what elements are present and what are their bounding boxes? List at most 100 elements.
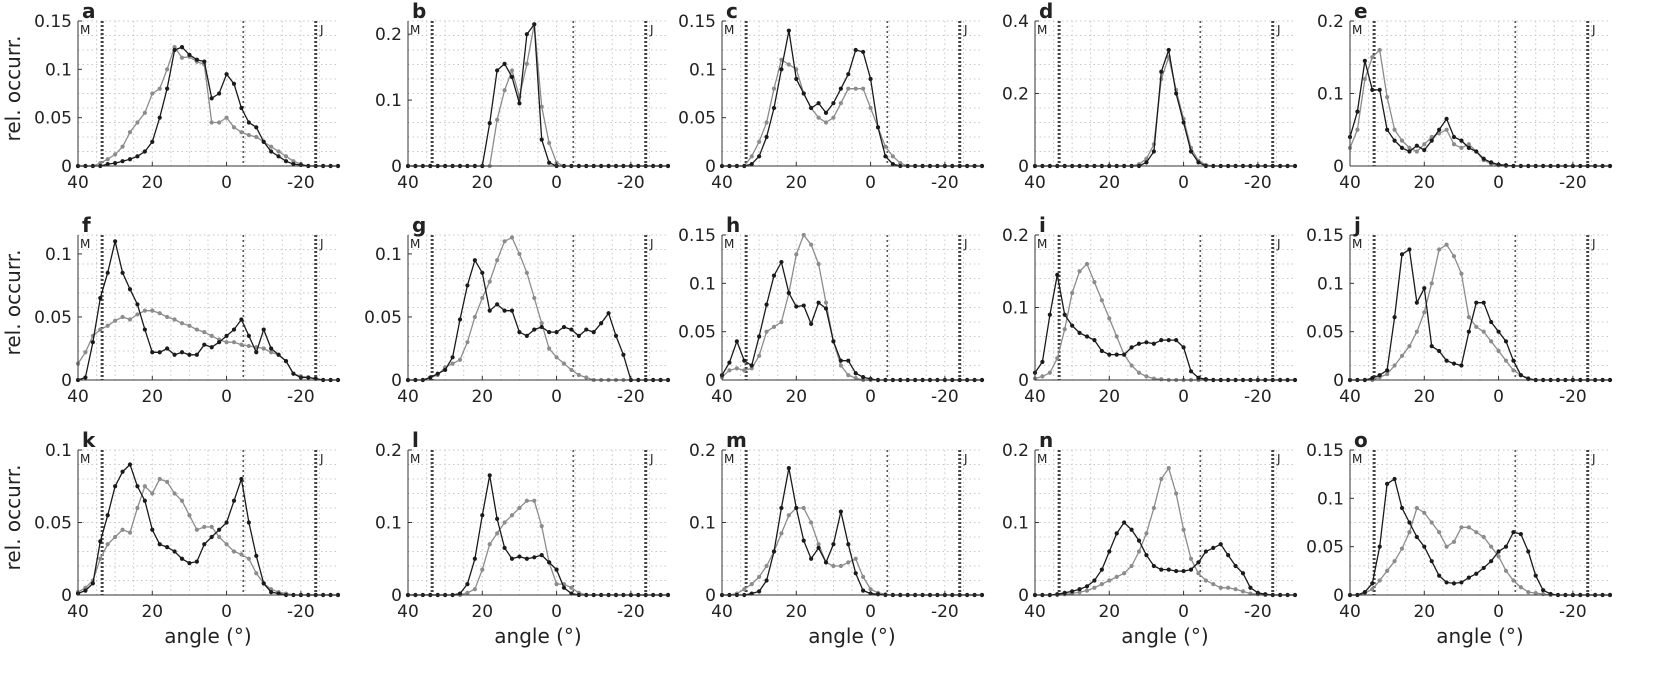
series-dark-point	[98, 539, 103, 544]
y-tick-label: 0.1	[45, 60, 72, 80]
series-gray-point	[83, 350, 88, 355]
series-dark-point	[120, 270, 125, 275]
series-dark-point	[179, 556, 185, 561]
series-dark-point	[1429, 344, 1434, 349]
series-dark-point	[749, 161, 754, 167]
series-dark-point	[591, 329, 596, 335]
x-tick-label: 0	[551, 173, 562, 193]
series-gray-point	[890, 154, 895, 159]
x-tick-label: 20	[785, 602, 807, 622]
series-dark-point	[1399, 505, 1405, 511]
series-dark-point	[1503, 163, 1509, 168]
series-gray-point	[509, 68, 515, 73]
series-dark-point	[1422, 147, 1427, 153]
series-dark-point	[150, 139, 155, 144]
series-dark-point	[853, 571, 858, 576]
series-dark-point	[194, 352, 199, 357]
series-gray-point	[868, 587, 873, 592]
series-dark-point	[1240, 571, 1246, 576]
series-dark-point	[524, 32, 529, 37]
series-dark-point	[749, 363, 754, 368]
series-gray-point	[98, 161, 103, 166]
series-dark-point	[861, 588, 866, 593]
series-dark-point	[853, 371, 858, 376]
series-gray-point	[172, 317, 177, 322]
series-dark-point	[105, 270, 110, 275]
series-gray-point	[749, 154, 754, 159]
series-dark-point	[1055, 592, 1060, 597]
series-dark-point	[786, 466, 791, 471]
series-dark-point	[1511, 358, 1516, 363]
series-gray-point	[809, 520, 814, 525]
series-dark-point	[794, 304, 799, 309]
series-gray-point	[794, 252, 799, 257]
series-dark-point	[524, 333, 529, 338]
series-dark-point	[1481, 156, 1486, 161]
x-tick-label: 20	[471, 387, 493, 407]
series-gray-point	[838, 563, 843, 569]
series-dark-point	[1407, 149, 1412, 154]
series-dark-point	[239, 476, 244, 482]
series-gray-point	[1459, 145, 1464, 150]
series-dark-point	[1188, 149, 1194, 154]
series-dark-line	[77, 463, 338, 596]
m-label: M	[1037, 452, 1047, 466]
y-tick-label: 0	[391, 586, 402, 606]
series-dark-point	[209, 534, 214, 540]
series-gray-point	[1233, 587, 1238, 592]
series-gray-point	[816, 542, 821, 547]
series-dark-point	[187, 561, 192, 566]
series-dark-point	[1136, 538, 1142, 543]
series-dark-point	[127, 462, 133, 467]
series-gray-point	[1474, 530, 1479, 535]
series-gray-point	[1451, 539, 1457, 544]
series-dark-point	[1159, 69, 1164, 74]
series-gray-point	[764, 563, 769, 569]
series-dark-point	[801, 303, 806, 308]
panel-letter: b	[412, 0, 426, 23]
series-gray-point	[1377, 578, 1382, 583]
series-gray-point	[831, 563, 836, 569]
series-gray-point	[727, 368, 732, 373]
series-dark-point	[1188, 567, 1194, 572]
series-dark-point	[1174, 91, 1179, 96]
series-gray-point	[480, 295, 485, 301]
series-dark-point	[202, 542, 207, 547]
series-gray-point	[98, 556, 103, 561]
x-tick-label: 20	[785, 387, 807, 407]
series-dark-point	[846, 358, 851, 363]
series-gray-point	[165, 314, 170, 320]
series-dark-point	[306, 375, 311, 380]
series-gray-point	[1414, 505, 1419, 511]
series-gray-point	[150, 91, 155, 96]
series-dark-point	[868, 76, 873, 82]
series-dark-point	[532, 327, 537, 332]
series-dark-point	[127, 287, 133, 292]
x-tick-label: -20	[931, 173, 959, 193]
series-dark-point	[1055, 272, 1060, 277]
x-tick-label: 20	[785, 173, 807, 193]
series-dark-point	[142, 498, 147, 503]
series-dark-point	[1429, 559, 1434, 564]
series-gray-point	[246, 343, 251, 349]
series-dark-point	[1437, 573, 1442, 578]
x-tick-label: 0	[551, 602, 562, 622]
j-label: J	[649, 452, 654, 466]
series-gray-point	[239, 342, 244, 347]
series-dark-point	[517, 101, 522, 106]
series-gray-point	[1399, 353, 1405, 358]
series-gray-point	[786, 62, 791, 67]
series-dark-point	[794, 76, 799, 82]
series-gray-point	[1077, 269, 1082, 274]
series-gray-point	[187, 513, 192, 518]
series-gray-point	[1414, 149, 1419, 154]
series-dark-point	[1407, 247, 1412, 252]
series-gray-point	[209, 120, 214, 125]
series-gray-point	[1422, 310, 1427, 315]
series-gray-point	[532, 498, 537, 503]
panel-letter: j	[1353, 213, 1361, 237]
series-gray-point	[517, 505, 522, 511]
series-dark-point	[231, 327, 237, 332]
series-dark-point	[165, 86, 170, 91]
m-label: M	[1037, 237, 1047, 251]
